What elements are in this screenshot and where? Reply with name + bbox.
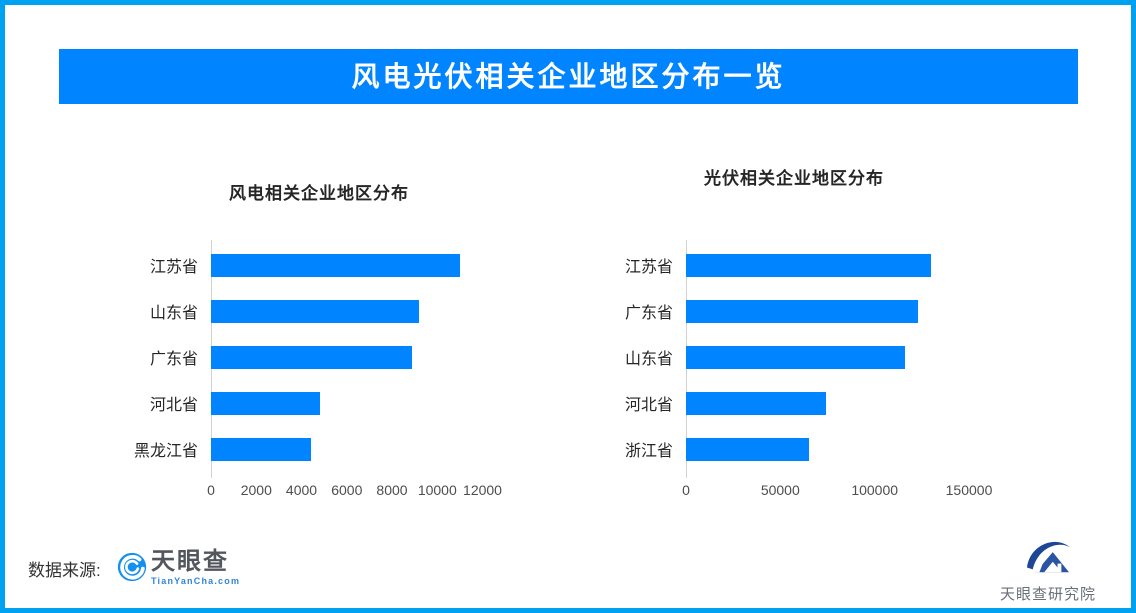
bar-cell <box>211 334 573 380</box>
bar-row: 山东省 <box>608 334 1048 380</box>
x-tick-label: 50000 <box>760 482 800 498</box>
category-label: 山东省 <box>149 305 198 322</box>
category-label: 山东省 <box>624 351 673 368</box>
page-title: 风电光伏相关企业地区分布一览 <box>59 49 1078 104</box>
bar-cell <box>686 288 1048 334</box>
x-tick-label: 0 <box>207 482 215 498</box>
x-tick-label: 100000 <box>851 482 899 498</box>
category-label: 江苏省 <box>149 259 198 276</box>
category-label: 广东省 <box>624 305 673 322</box>
bar-cell <box>211 288 573 334</box>
tianyancha-logo: 天眼查 TianYanCha.com <box>117 550 240 587</box>
bar-row: 浙江省 <box>608 426 1048 472</box>
x-tick-label: 10000 <box>417 482 457 498</box>
bar <box>686 253 932 277</box>
tianyancha-eye-icon <box>117 552 147 587</box>
wind-chart-x-ticks: 0 2000 4000 6000 8000 10000 12000 <box>133 482 573 500</box>
category-label: 浙江省 <box>624 443 673 460</box>
bar-cell <box>211 380 573 426</box>
research-institute-logo: 天眼查研究院 <box>998 535 1098 604</box>
bar <box>686 391 826 415</box>
x-tick-label: 0 <box>682 482 690 498</box>
bar-row: 山东省 <box>133 288 573 334</box>
tianyancha-domain-text: TianYanCha.com <box>151 576 241 586</box>
bar <box>211 253 460 277</box>
bar-row: 河北省 <box>133 380 573 426</box>
x-tick-label: 150000 <box>945 482 993 498</box>
category-label: 江苏省 <box>624 259 673 276</box>
bar <box>211 299 420 323</box>
data-source-label: 数据来源: <box>28 561 101 580</box>
x-tick-label: 8000 <box>376 482 408 498</box>
bar-cell <box>686 334 1048 380</box>
bar-row: 广东省 <box>133 334 573 380</box>
bar-cell <box>686 242 1048 288</box>
bar-cell <box>211 426 573 472</box>
pv-chart-bars: 江苏省广东省山东省河北省浙江省 <box>608 242 1048 472</box>
bar-row: 黑龙江省 <box>133 426 573 472</box>
wind-chart-title: 风电相关企业地区分布 <box>229 184 409 203</box>
bar <box>211 437 311 461</box>
bar-row: 河北省 <box>608 380 1048 426</box>
x-tick-label: 4000 <box>285 482 318 498</box>
x-tick-label: 2000 <box>240 482 272 498</box>
category-label: 河北省 <box>624 397 673 414</box>
bar <box>686 345 905 369</box>
x-tick-label: 12000 <box>463 482 502 498</box>
bar-cell <box>211 242 573 288</box>
bar <box>686 437 809 461</box>
category-label: 黑龙江省 <box>133 443 198 460</box>
category-label: 广东省 <box>149 351 198 368</box>
bar <box>686 299 919 323</box>
bar-row: 江苏省 <box>608 242 1048 288</box>
research-institute-name: 天眼查研究院 <box>999 586 1096 603</box>
bar <box>211 391 320 415</box>
bar-row: 江苏省 <box>133 242 573 288</box>
bar-row: 广东省 <box>608 288 1048 334</box>
research-institute-icon <box>1023 541 1073 581</box>
category-label: 河北省 <box>149 397 198 414</box>
bar <box>211 345 413 369</box>
wind-chart-bars: 江苏省山东省广东省河北省黑龙江省 <box>133 242 573 472</box>
x-tick-label: 6000 <box>331 482 363 498</box>
pv-chart-x-ticks: 0 50000 100000 150000 <box>608 482 1048 500</box>
tianyancha-wordmark: 天眼查 <box>151 548 229 575</box>
bar-cell <box>686 426 1048 472</box>
bar-cell <box>686 380 1048 426</box>
pv-chart-title: 光伏相关企业地区分布 <box>704 169 884 188</box>
